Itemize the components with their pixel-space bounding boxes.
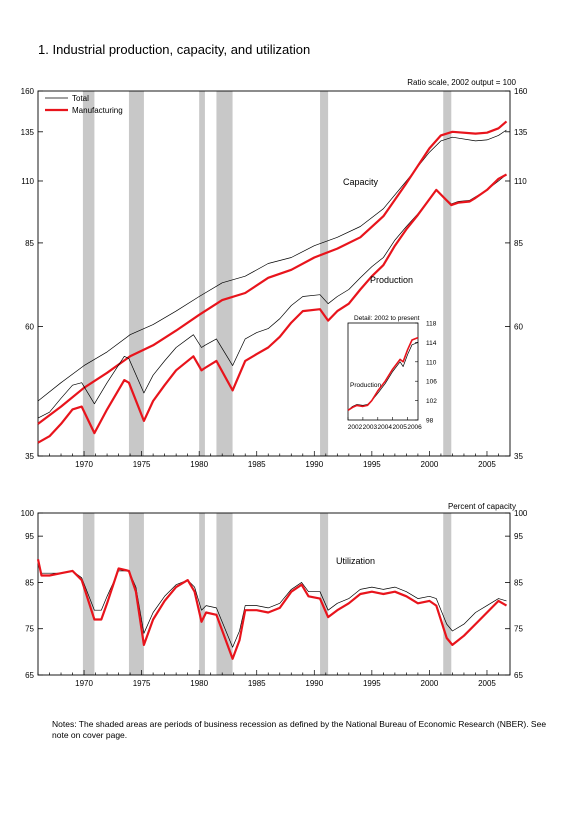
y-tick-label-right: 135 <box>514 128 528 137</box>
plot-frame <box>37 512 511 676</box>
top-unit-note: Ratio scale, 2002 output = 100 <box>407 78 516 87</box>
figure-notes: Notes: The shaded areas are periods of b… <box>52 719 547 740</box>
x-tick-label: 1990 <box>305 679 323 688</box>
capacity-manufacturing-series-line <box>37 120 508 425</box>
inset-title: Detail: 2002 to present <box>354 315 420 322</box>
inset-manufacturing-series-line <box>347 336 419 411</box>
capacity-annotation: Capacity <box>343 177 379 187</box>
y-tick-label-left: 135 <box>21 128 35 137</box>
x-tick-label: 1980 <box>190 460 208 469</box>
y-tick-label-left: 110 <box>21 177 34 186</box>
x-tick-label: 2005 <box>478 460 496 469</box>
figure-title: 1. Industrial production, capacity, and … <box>38 42 311 57</box>
recession-band <box>320 513 329 675</box>
legend-label-manufacturing: Manufacturing <box>72 106 123 115</box>
production-manufacturing-series-line <box>37 173 508 444</box>
recession-band <box>443 513 452 675</box>
recession-band <box>216 513 233 675</box>
x-tick-label: 1970 <box>75 679 93 688</box>
y-tick-label-right: 75 <box>514 625 523 634</box>
inset-y-tick-label: 110 <box>426 359 437 366</box>
capacity-total-series-line <box>37 129 507 402</box>
utilization-annotation: Utilization <box>336 556 375 566</box>
inset-x-tick-label: 2006 <box>407 424 422 431</box>
x-tick-label: 2005 <box>478 679 496 688</box>
recession-band <box>199 91 205 456</box>
recession-band <box>128 91 144 456</box>
recession-band <box>199 513 205 675</box>
y-tick-label-right: 85 <box>514 239 523 248</box>
inset-x-tick-label: 2005 <box>392 424 407 431</box>
x-tick-label: 1985 <box>248 460 266 469</box>
inset-x-tick-label: 2004 <box>378 424 393 431</box>
y-tick-label-right: 35 <box>514 452 523 461</box>
plot-frame <box>37 90 511 457</box>
y-tick-label-left: 75 <box>25 625 34 634</box>
y-tick-label-left: 65 <box>25 671 34 680</box>
legend-label-total: Total <box>72 94 89 103</box>
inset-y-tick-label: 114 <box>426 340 437 347</box>
y-tick-label-right: 100 <box>514 509 528 518</box>
y-tick-label-left: 100 <box>21 509 35 518</box>
y-tick-label-right: 95 <box>514 532 523 541</box>
y-tick-label-right: 65 <box>514 671 523 680</box>
recession-band <box>443 91 452 456</box>
y-tick-label-right: 160 <box>514 87 528 96</box>
inset-y-tick-label: 118 <box>426 321 437 328</box>
y-tick-label-left: 85 <box>25 239 34 248</box>
x-tick-label: 1975 <box>133 460 151 469</box>
recession-band <box>320 91 329 456</box>
y-tick-label-left: 85 <box>25 578 34 587</box>
inset-y-tick-label: 106 <box>426 379 437 386</box>
y-tick-label-right: 60 <box>514 323 523 332</box>
y-tick-label-left: 160 <box>21 87 35 96</box>
x-tick-label: 2000 <box>421 460 439 469</box>
inset-x-tick-label: 2003 <box>363 424 378 431</box>
inset-production-label: Production <box>350 382 381 389</box>
inset-total-series-line <box>347 342 419 411</box>
y-tick-label-left: 95 <box>25 532 34 541</box>
y-tick-label-right: 110 <box>514 177 527 186</box>
total-series-line <box>37 563 507 648</box>
x-tick-label: 2000 <box>421 679 439 688</box>
y-tick-label-right: 85 <box>514 578 523 587</box>
y-tick-label-left: 60 <box>25 323 34 332</box>
recession-band <box>82 513 95 675</box>
x-tick-label: 1995 <box>363 460 381 469</box>
x-tick-label: 1985 <box>248 679 266 688</box>
y-tick-label-left: 35 <box>25 452 34 461</box>
recession-band <box>216 91 233 456</box>
x-tick-label: 1975 <box>133 679 151 688</box>
inset-x-tick-label: 2002 <box>348 424 363 431</box>
x-tick-label: 1990 <box>305 460 323 469</box>
x-tick-label: 1970 <box>75 460 93 469</box>
inset-y-tick-label: 98 <box>426 418 434 425</box>
x-tick-label: 1995 <box>363 679 381 688</box>
manufacturing-series-line <box>36 559 508 660</box>
inset-frame <box>347 322 419 421</box>
production-annotation: Production <box>370 275 413 285</box>
recession-band <box>82 91 95 456</box>
x-tick-label: 1980 <box>190 679 208 688</box>
inset-y-tick-label: 102 <box>426 398 437 405</box>
bottom-unit-note: Percent of capacity <box>448 502 516 511</box>
